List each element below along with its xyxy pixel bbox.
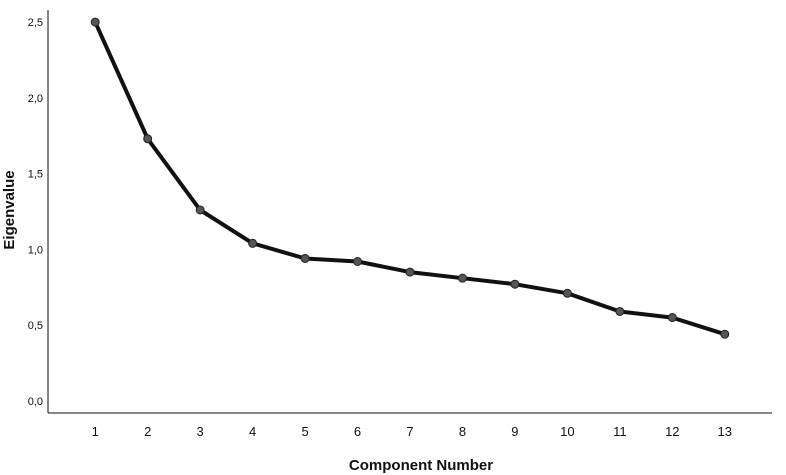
series-layer <box>90 17 730 339</box>
x-tick-label: 7 <box>406 424 413 439</box>
x-tick-label: 6 <box>354 424 361 439</box>
x-tick-label: 2 <box>144 424 151 439</box>
eigenvalue-line <box>93 21 726 337</box>
x-tick-label: 3 <box>197 424 204 439</box>
x-tick-label: 13 <box>718 424 732 439</box>
x-ticks: 1 2 3 4 5 6 7 8 9 10 11 12 13 <box>92 424 732 439</box>
x-axis-title: Component Number <box>349 457 493 474</box>
x-tick-label: 1 <box>92 424 99 439</box>
data-point <box>405 267 415 277</box>
data-point <box>562 288 572 298</box>
y-tick-label: 2,0 <box>28 93 43 105</box>
y-tick-label: 1,0 <box>28 244 43 256</box>
data-point <box>195 205 205 215</box>
data-point <box>720 329 730 339</box>
x-tick-label: 5 <box>301 424 308 439</box>
data-point <box>667 313 677 323</box>
data-point <box>353 256 363 266</box>
data-point <box>510 279 520 289</box>
x-tick-label: 12 <box>665 424 679 439</box>
x-tick-label: 8 <box>459 424 466 439</box>
data-point <box>615 306 625 316</box>
x-tick-label: 9 <box>511 424 518 439</box>
data-point <box>90 17 100 27</box>
y-tick-label: 0,5 <box>28 320 43 332</box>
axes <box>47 10 772 414</box>
y-tick-label: 0,0 <box>28 396 43 408</box>
y-ticks: 0,0 0,5 1,0 1,5 2,0 2,5 <box>28 17 43 408</box>
data-point <box>300 253 310 263</box>
y-axis-title: Eigenvalue <box>1 170 18 249</box>
x-tick-label: 4 <box>249 424 256 439</box>
x-tick-label: 10 <box>560 424 574 439</box>
data-point <box>457 273 467 283</box>
y-tick-label: 2,5 <box>28 17 43 29</box>
x-tick-label: 11 <box>613 424 627 439</box>
y-tick-label: 1,5 <box>28 169 43 181</box>
data-point <box>143 134 153 144</box>
data-point <box>248 238 258 248</box>
